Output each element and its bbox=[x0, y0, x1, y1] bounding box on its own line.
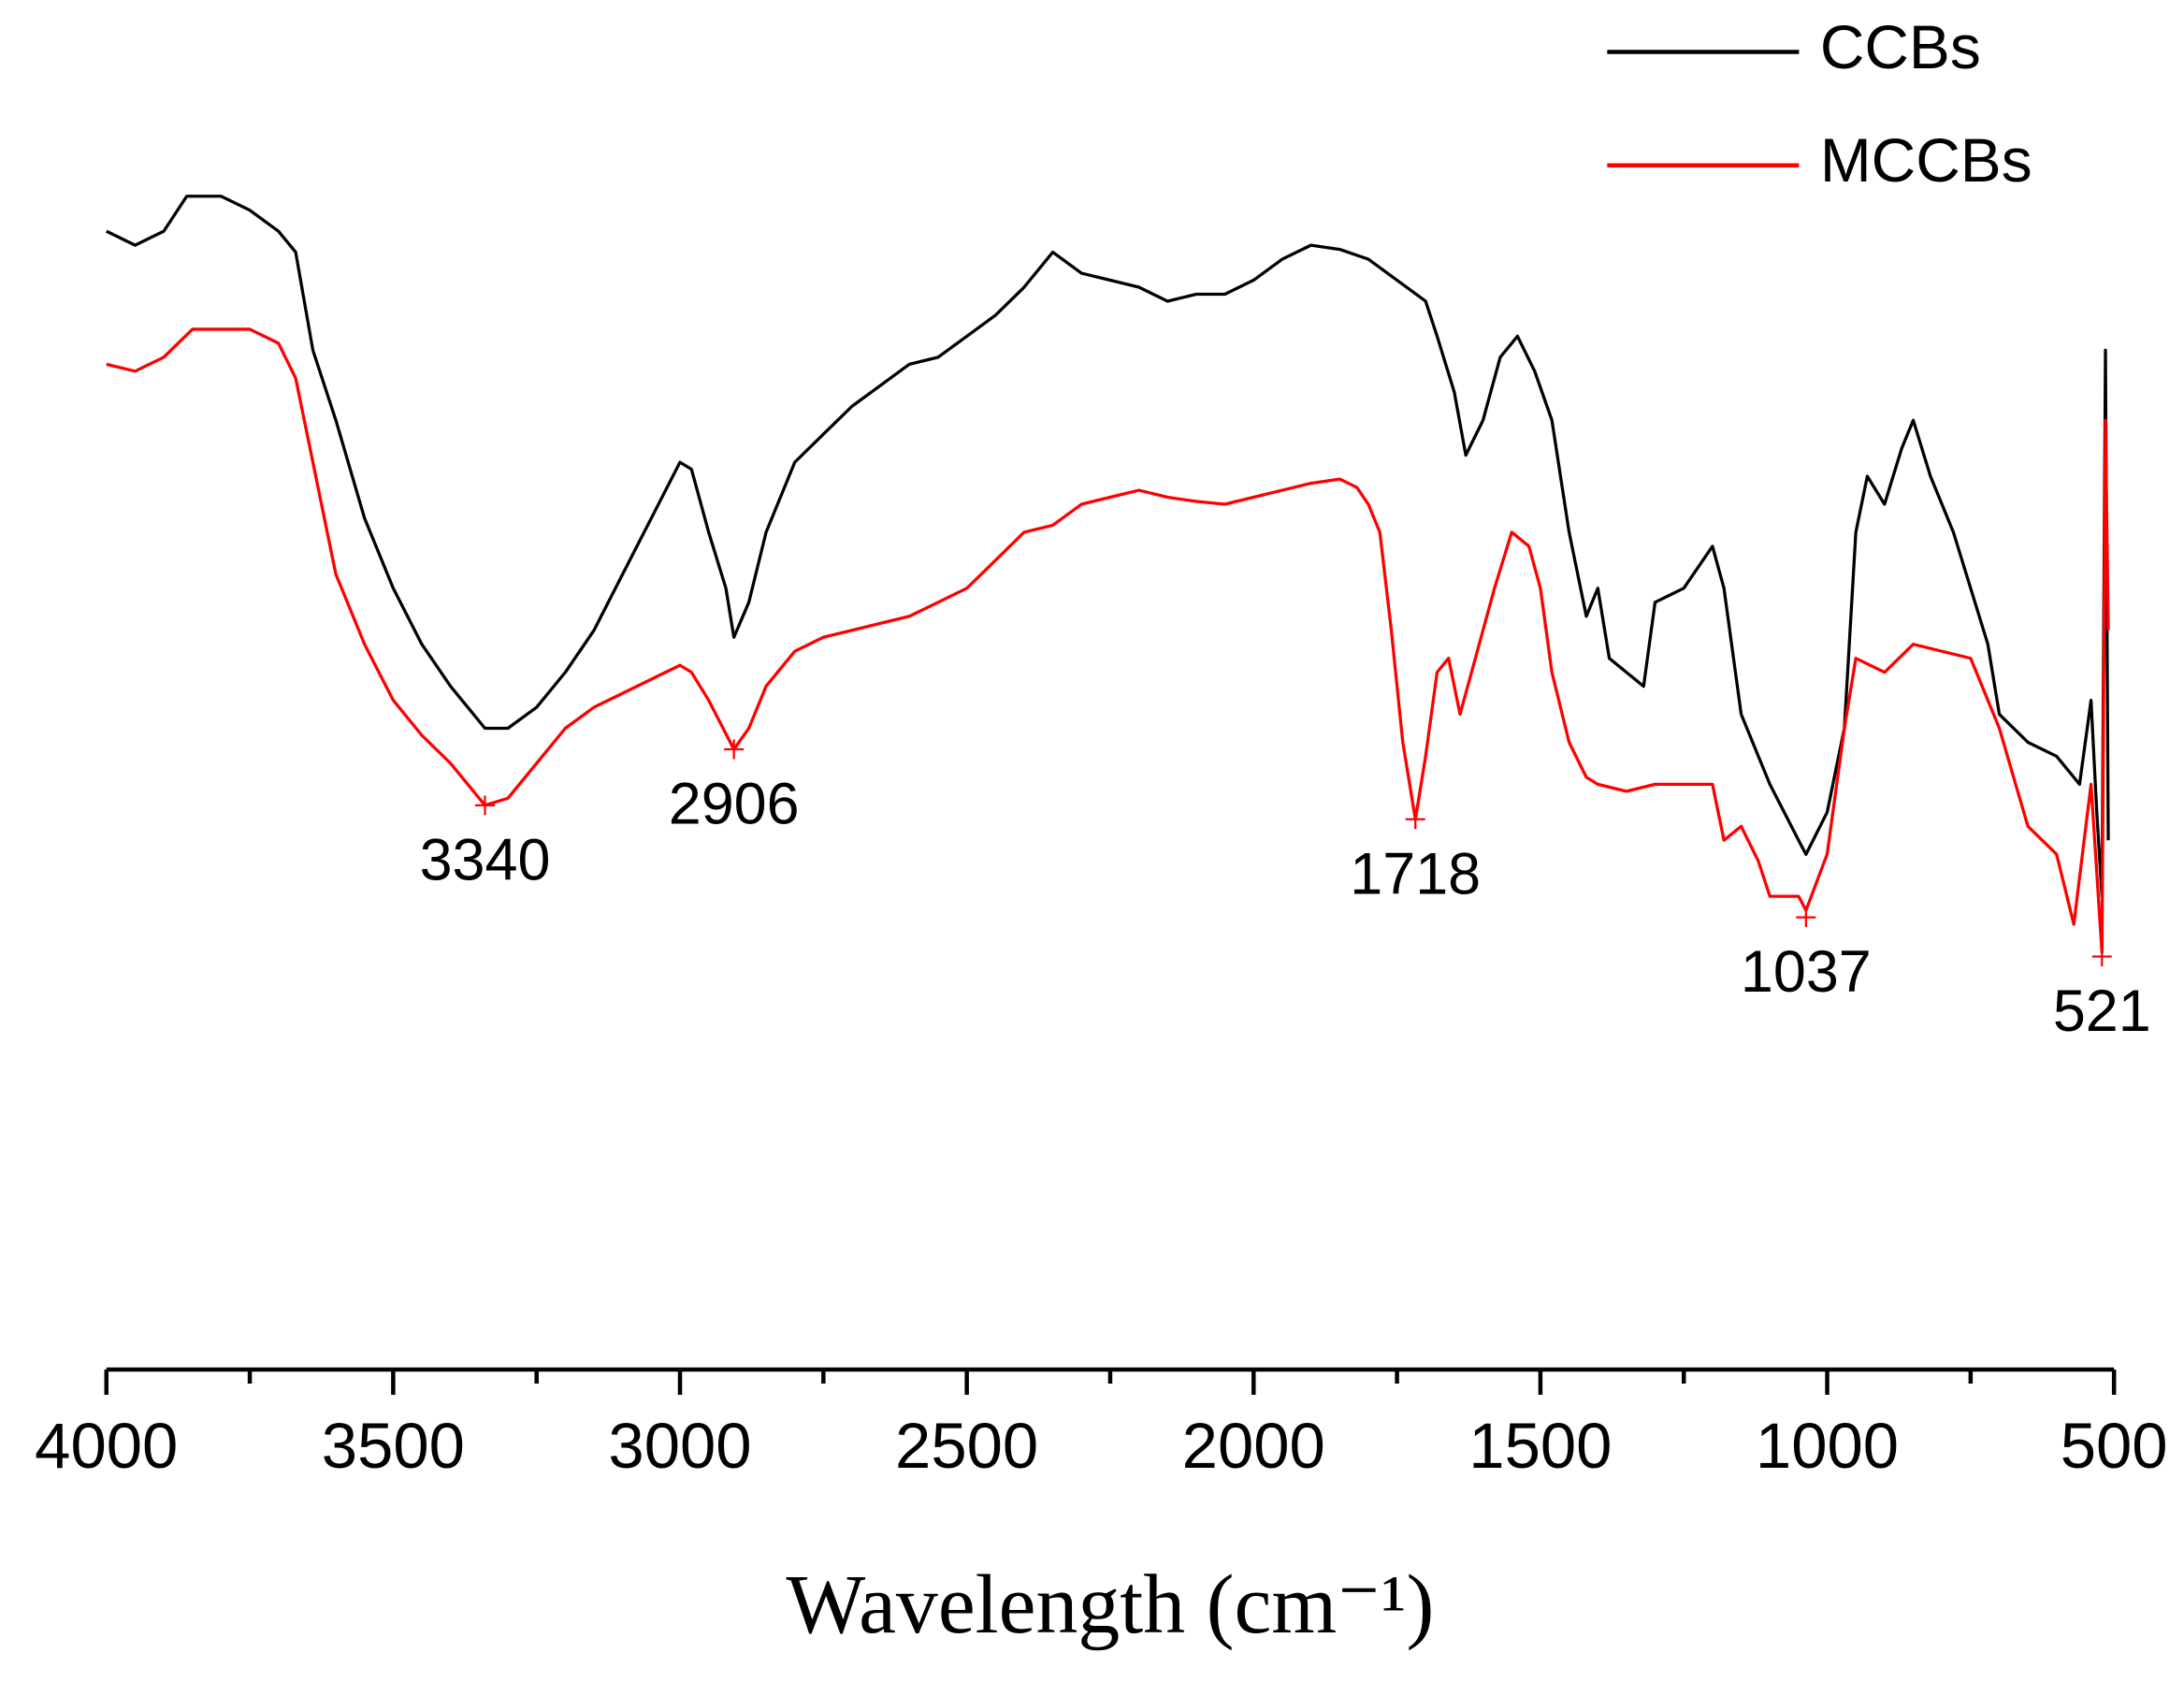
peak-label: 1718 bbox=[1350, 841, 1481, 906]
peak-marker bbox=[2091, 947, 2112, 966]
legend-label: CCBs bbox=[1820, 12, 1981, 81]
peak-label: 521 bbox=[2053, 979, 2151, 1044]
peak-label: 2906 bbox=[669, 771, 800, 836]
spectrum-line bbox=[106, 327, 2110, 954]
x-tick-label: 1000 bbox=[1756, 1410, 1899, 1482]
x-tick-label: 4000 bbox=[35, 1410, 178, 1482]
legend-label: MCCBs bbox=[1820, 125, 2032, 195]
x-tick-label: 1500 bbox=[1468, 1410, 1612, 1482]
peak-marker bbox=[1405, 809, 1425, 830]
peak-label: 3340 bbox=[420, 827, 551, 892]
peak-marker bbox=[475, 795, 495, 816]
x-tick-label: 2000 bbox=[1182, 1410, 1325, 1482]
peak-label: 1037 bbox=[1741, 939, 1872, 1005]
peak-marker bbox=[724, 739, 745, 760]
x-axis-label: Wavelength (cm⁻¹) bbox=[787, 1559, 1435, 1651]
x-tick-label: 500 bbox=[2061, 1410, 2168, 1482]
x-tick-label: 2500 bbox=[895, 1410, 1038, 1482]
x-tick-label: 3500 bbox=[322, 1410, 465, 1482]
x-tick-label: 3000 bbox=[608, 1410, 751, 1482]
peak-marker bbox=[1796, 907, 1816, 928]
spectrum-line bbox=[106, 195, 2110, 898]
